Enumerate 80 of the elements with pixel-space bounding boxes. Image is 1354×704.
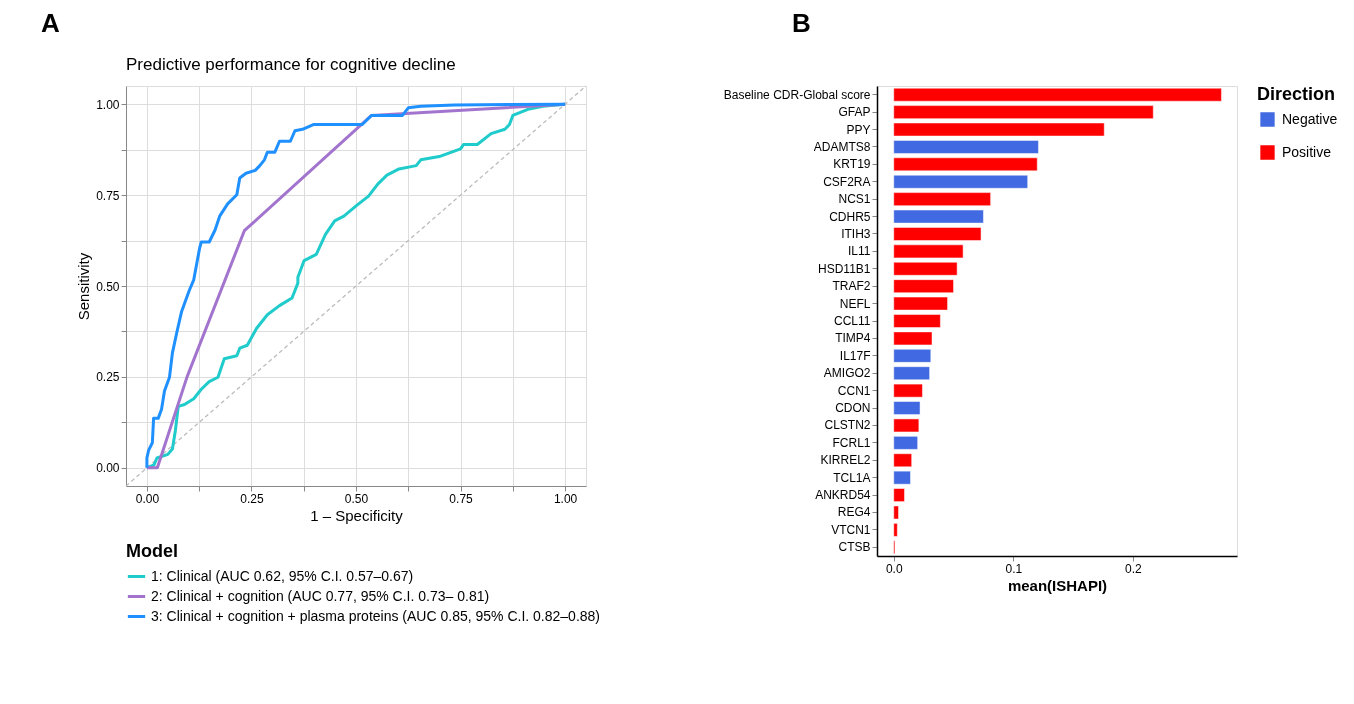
bar [893,366,930,380]
bar [893,262,958,276]
x-tick-label: 1.00 [553,491,578,506]
y-tick-label: GFAP [838,105,871,120]
y-tick-label: 1.00 [96,97,120,112]
y-tick-label: CLSTN2 [824,418,871,433]
y-tick-label: PPY [846,122,871,137]
x-tick-label: 0.2 [1125,561,1143,576]
y-tick-label: FCRL1 [832,435,871,450]
x-tick-label: 0.00 [135,491,160,506]
y-tick-label: KRT19 [833,157,871,172]
bar [893,505,899,520]
y-tick-label: CTSB [838,540,871,555]
bar [893,244,964,259]
y-tick-label: ANKRD54 [815,488,871,503]
y-tick-label: TIMP4 [835,331,871,346]
legend-label: 3: Clinical + cognition + plasma proteins (AUC 0.85, 95% C.I. 0.82–0.88) [151,607,601,624]
legend-label: 1: Clinical (AUC 0.62, 95% C.I. 0.57–0.67) [151,567,414,584]
bar [893,279,954,293]
y-tick-label: 0.50 [96,279,120,294]
y-tick-label: IL11 [848,244,871,259]
y-tick-label: 0.25 [96,370,120,385]
y-tick-label: KIRREL2 [820,453,871,468]
legend-label: Positive [1282,143,1332,160]
x-tick-label: 0.0 [885,561,903,576]
y-tick-label: ADAMTS8 [813,139,871,154]
y-tick-label: TCL1A [833,470,871,485]
bar [893,470,911,485]
x-tick-label: 0.50 [344,491,369,506]
bar [893,87,1222,102]
bar [893,488,905,502]
y-tick-label: VTCN1 [831,522,871,537]
x-tick-label: 0.1 [1005,561,1023,576]
bar [893,331,933,346]
bar [893,209,984,224]
bar [893,314,941,328]
y-tick-label: 0.75 [96,188,120,203]
legend-label: 2: Clinical + cognition (AUC 0.77, 95% C.I. 0.73– 0.81) [151,587,490,604]
bar [893,349,932,363]
y-tick-label: NCS1 [838,192,871,207]
y-tick-label: AMIGO2 [823,366,871,381]
y-tick-label: CCL11 [834,314,871,328]
y-tick-label: HSD11B1 [818,261,871,276]
bar [893,227,982,241]
chart-title: Predictive performance for cognitive decline [126,55,456,74]
x-tick-label: 0.75 [449,491,474,506]
bar [893,401,921,415]
x-axis-title: 1 – Specificity [310,506,404,524]
bar [893,157,1038,172]
y-tick-label: CDON [835,401,871,416]
x-tick-label: 0.25 [240,491,264,506]
bar [893,192,991,206]
y-tick-label: CCN1 [837,383,871,398]
y-tick-label: Baseline CDR-Global score [723,87,871,102]
text: B [792,8,811,38]
bar [893,383,923,398]
y-tick-label: TRAF2 [832,279,871,294]
legend-title: Direction [1257,84,1336,104]
y-tick-label: NEFL [839,296,871,311]
x-axis-title: mean(ISHAPI) [1007,576,1108,594]
legend-title: Model [126,541,178,561]
bar [893,122,1105,137]
bar [893,105,1154,119]
bar [893,436,918,450]
y-tick-label: CSF2RA [823,174,871,189]
bar [893,174,1028,189]
bar [893,140,1039,154]
y-tick-label: CDHR5 [829,209,871,224]
y-tick-label: IL17F [839,348,871,363]
y-tick-label: ITIH3 [841,226,871,241]
text: A [41,8,60,38]
y-tick-label: 0.00 [96,461,120,476]
line-series [145,102,567,470]
legend-label: Negative [1282,110,1338,127]
bar [893,453,912,468]
bar [893,418,920,433]
y-tick-label: REG4 [837,505,871,520]
y-axis-title: Sensitivity [75,252,93,321]
bar [893,523,898,537]
bar [893,296,948,311]
